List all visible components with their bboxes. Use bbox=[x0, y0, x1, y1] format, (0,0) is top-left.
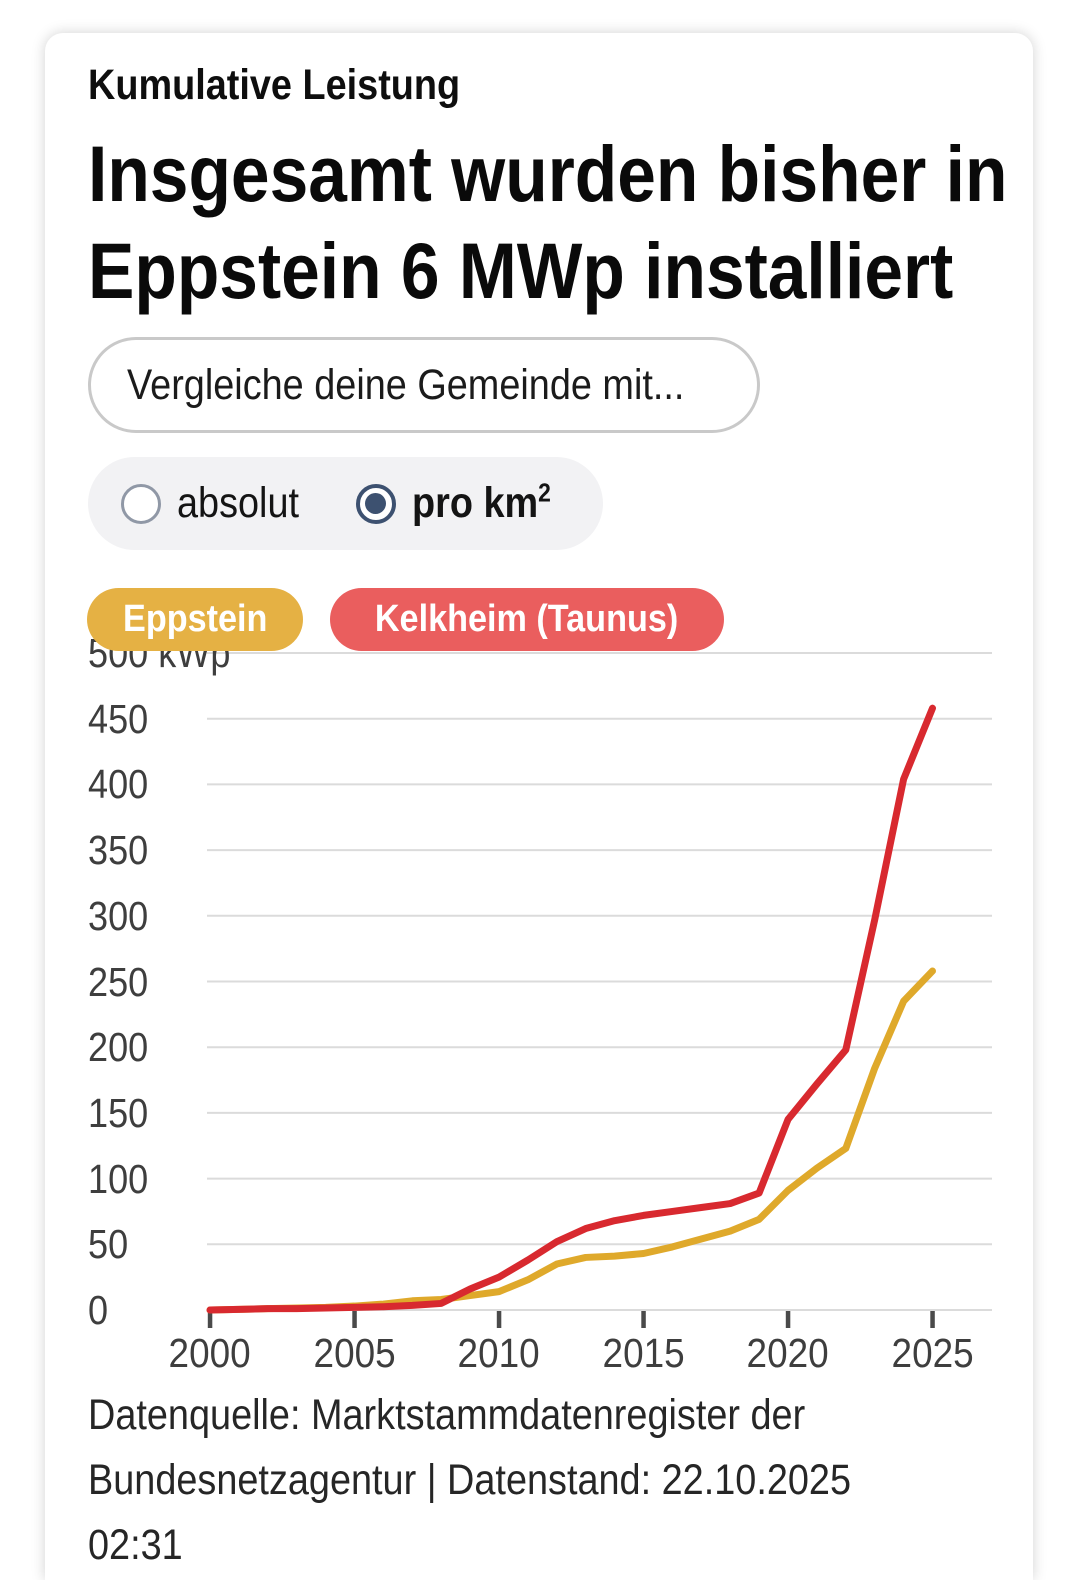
x-axis-label: 2015 bbox=[602, 1330, 685, 1376]
source-note-line1: Datenquelle: Marktstammdatenregister der bbox=[88, 1391, 806, 1439]
radio-circle-selected-icon[interactable] bbox=[355, 483, 396, 524]
chart-card: Kumulative Leistung Insgesamt wurden bis… bbox=[45, 33, 1033, 1580]
x-axis-tick bbox=[641, 1311, 646, 1328]
compare-municipality-input[interactable]: Vergleiche deine Gemeinde mit... bbox=[88, 337, 760, 433]
radio-option-pro-km2[interactable]: pro km2 bbox=[355, 477, 570, 528]
x-axis-label: 2010 bbox=[457, 1330, 541, 1376]
y-axis-label: 50 bbox=[88, 1221, 129, 1268]
legend-chip-kelkheim[interactable]: Kelkheim (Taunus) bbox=[330, 588, 724, 651]
y-axis-label: 150 bbox=[88, 1089, 149, 1136]
x-axis-tick bbox=[930, 1311, 935, 1328]
source-note-line3: 02:31 bbox=[88, 1521, 183, 1569]
y-axis-label: 0 bbox=[88, 1287, 109, 1333]
series-line-eppstein bbox=[206, 967, 936, 1314]
page-title: Insgesamt wurden bisher in Eppstein 6 MW… bbox=[88, 125, 1080, 319]
x-axis-tick bbox=[496, 1311, 502, 1328]
legend-chip-eppstein[interactable]: Eppstein bbox=[87, 588, 304, 651]
series-line-kelkheim-taunus bbox=[206, 704, 936, 1314]
x-axis-label: 2005 bbox=[313, 1330, 396, 1376]
x-axis-tick bbox=[785, 1311, 791, 1328]
kicker-label: Kumulative Leistung bbox=[88, 61, 461, 109]
chart-area: 0 50 100 150 200 250 300 350 400 450 500 kWp 2000 20… bbox=[45, 630, 1033, 1392]
y-axis-label: 400 bbox=[88, 761, 149, 808]
source-note-line2: Bundesnetzagentur | Datenstand: 22.10.20… bbox=[88, 1456, 852, 1504]
y-axis-label: 450 bbox=[88, 695, 149, 742]
y-axis-label: 350 bbox=[88, 827, 149, 874]
source-note: Datenquelle: Marktstammdatenregister der… bbox=[88, 1383, 955, 1578]
page-title-line2: Eppstein 6 MWp installiert bbox=[88, 226, 954, 315]
y-axis-label: 300 bbox=[88, 892, 149, 939]
compare-municipality-placeholder: Vergleiche deine Gemeinde mit... bbox=[127, 360, 685, 409]
x-axis-label: 2025 bbox=[891, 1330, 974, 1376]
x-axis-tick bbox=[352, 1311, 357, 1328]
radio-label-pro-km2: pro km2 bbox=[411, 477, 551, 527]
radio-circle-unselected-icon[interactable] bbox=[121, 483, 161, 524]
chart-svg bbox=[206, 652, 992, 1328]
x-axis-tick bbox=[207, 1311, 213, 1328]
x-axis-label: 2020 bbox=[746, 1330, 830, 1376]
legend-chip-row: Eppstein Kelkheim (Taunus) bbox=[87, 588, 724, 651]
y-axis-label: 100 bbox=[88, 1155, 149, 1202]
x-axis-label: 2000 bbox=[168, 1330, 252, 1376]
y-axis-label: 250 bbox=[88, 958, 149, 1005]
radio-label-absolut: absolut bbox=[177, 479, 300, 527]
y-axis-label: 200 bbox=[88, 1024, 149, 1071]
radio-option-absolut[interactable]: absolut bbox=[121, 479, 316, 528]
page-title-line1: Insgesamt wurden bisher in bbox=[88, 129, 1008, 218]
unit-toggle-group: absolut pro km2 bbox=[88, 457, 603, 550]
